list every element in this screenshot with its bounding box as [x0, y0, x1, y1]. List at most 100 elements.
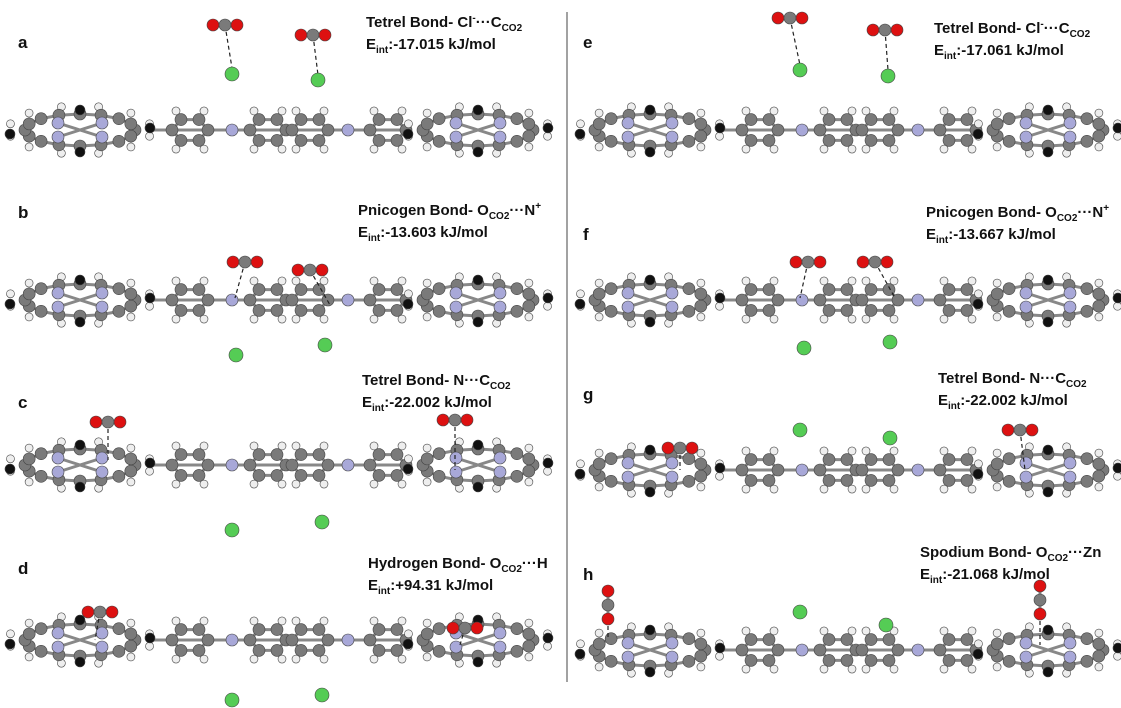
atom: [397, 144, 407, 154]
atom: [294, 304, 308, 317]
atom: [277, 144, 287, 154]
atom: [990, 637, 1004, 651]
atom: [822, 633, 836, 646]
atom: [249, 276, 259, 286]
atom: [270, 134, 284, 147]
text-run: :-17.015 kJ/mol: [388, 36, 496, 53]
atom: [277, 314, 287, 324]
atom: [967, 144, 977, 154]
atom: [124, 129, 138, 143]
atom: [174, 448, 188, 461]
atom: [878, 23, 892, 37]
atom: [819, 144, 829, 154]
atom: [822, 304, 836, 317]
atom: [510, 282, 524, 295]
atom: [1063, 300, 1077, 314]
atom: [93, 605, 107, 619]
atom: [404, 119, 413, 129]
text-run: :-13.667 kJ/mol: [948, 226, 1056, 243]
atom: [524, 142, 534, 152]
atom: [24, 108, 34, 118]
atom: [51, 626, 65, 640]
atom: [1094, 662, 1104, 672]
text-run: CO2: [490, 381, 511, 392]
atom: [741, 484, 751, 494]
atom: [402, 298, 414, 310]
atom: [942, 304, 956, 317]
atom: [34, 622, 48, 635]
atom: [822, 113, 836, 126]
atom: [285, 633, 299, 647]
atom: [522, 627, 536, 641]
atom: [882, 334, 898, 350]
atom: [291, 441, 301, 451]
atom: [621, 456, 635, 470]
text-run: E: [934, 42, 944, 59]
atom: [252, 304, 266, 317]
atom: [303, 263, 317, 277]
atom: [22, 117, 36, 131]
atom: [621, 286, 635, 300]
atom: [126, 443, 136, 453]
atom: [813, 293, 827, 307]
atom: [744, 453, 758, 466]
atom: [771, 293, 785, 307]
atom: [1080, 632, 1094, 645]
text-run: int: [378, 586, 391, 597]
atom: [990, 457, 1004, 471]
atom: [1063, 470, 1077, 484]
atom: [171, 616, 181, 626]
atom: [404, 629, 413, 639]
atom: [1042, 624, 1054, 636]
atom: [51, 465, 65, 479]
atom: [510, 622, 524, 635]
atom: [594, 312, 604, 322]
atom: [397, 276, 407, 286]
atom: [524, 618, 534, 628]
atom: [861, 106, 871, 116]
atom: [741, 276, 751, 286]
text-run: ···N: [1077, 204, 1103, 221]
atom: [24, 443, 34, 453]
atom: [171, 441, 181, 451]
atom: [294, 644, 308, 657]
atom: [22, 627, 36, 641]
atom: [847, 314, 857, 324]
energy-label: Eint:-21.068 kJ/mol: [920, 566, 1050, 586]
atom: [199, 106, 209, 116]
atom: [372, 469, 386, 482]
text-run: -: [1040, 19, 1043, 30]
atom: [249, 654, 259, 664]
atom: [715, 651, 724, 661]
atom: [696, 312, 706, 322]
atom: [1002, 282, 1016, 295]
atom: [939, 626, 949, 636]
atom: [522, 117, 536, 131]
atom: [1112, 462, 1121, 474]
atom: [34, 645, 48, 658]
atom: [250, 255, 264, 269]
atom: [762, 134, 776, 147]
atom: [889, 144, 899, 154]
text-run: CO2: [502, 23, 523, 34]
atom: [165, 458, 179, 472]
atom: [1042, 274, 1054, 286]
panel-label: d: [18, 559, 28, 578]
atom: [889, 314, 899, 324]
atom: [294, 134, 308, 147]
atom: [1042, 444, 1054, 456]
atom: [312, 283, 326, 296]
atom: [144, 292, 156, 304]
text-run: CO2: [1047, 553, 1068, 564]
atom: [472, 104, 484, 116]
atom: [291, 263, 305, 277]
atom: [694, 637, 708, 651]
text-run: Tetrel Bond- Cl: [934, 20, 1040, 37]
atom: [34, 447, 48, 460]
atom: [51, 130, 65, 144]
atom: [249, 479, 259, 489]
atom: [81, 605, 95, 619]
atom: [422, 312, 432, 322]
atom: [604, 475, 618, 488]
atom: [1080, 135, 1094, 148]
